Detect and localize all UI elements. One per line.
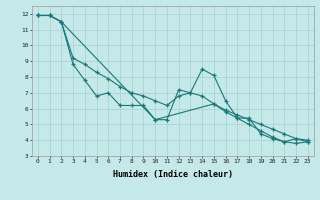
X-axis label: Humidex (Indice chaleur): Humidex (Indice chaleur) — [113, 170, 233, 179]
